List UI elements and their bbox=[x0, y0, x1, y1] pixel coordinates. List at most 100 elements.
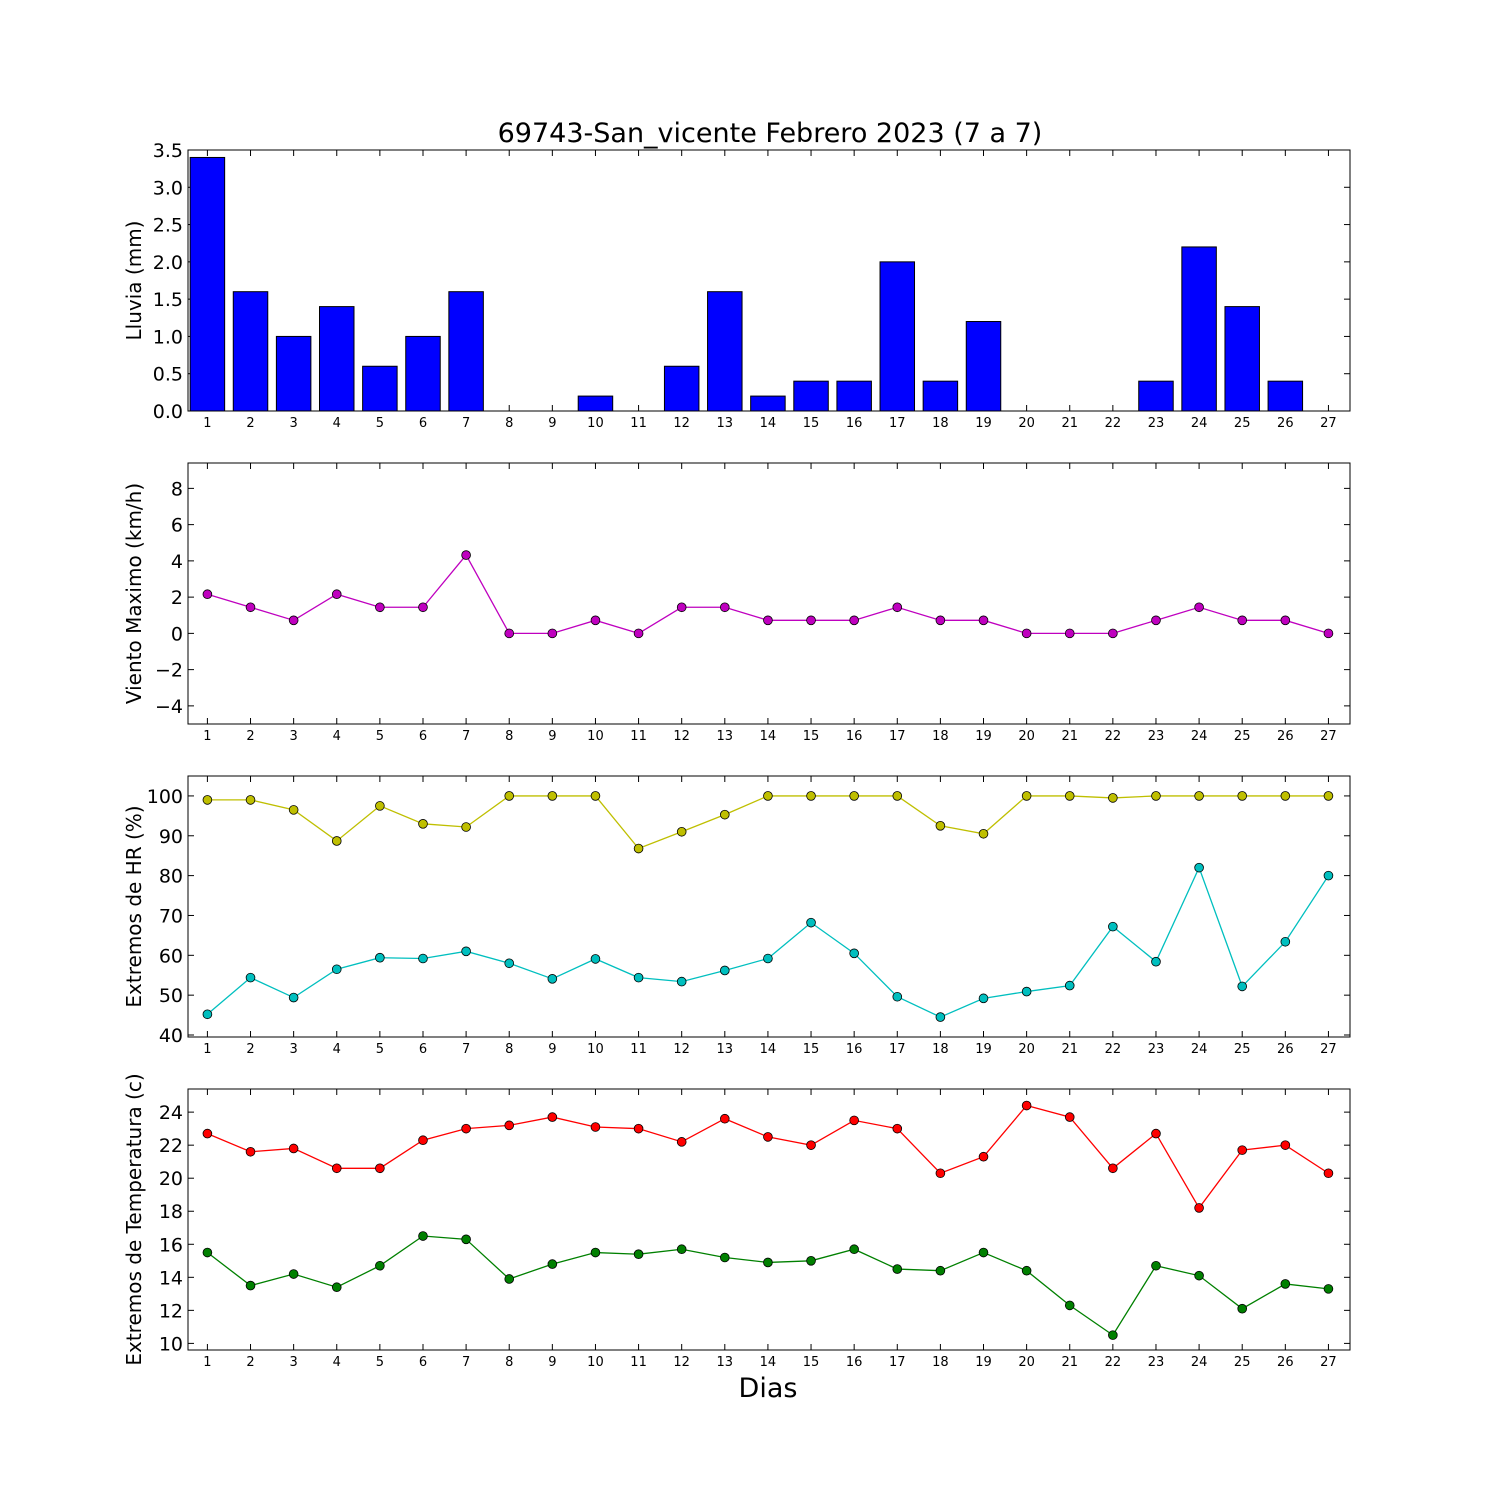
x-tick-label: 6 bbox=[419, 729, 427, 744]
x-tick-label: 18 bbox=[932, 729, 949, 744]
bar bbox=[232, 291, 269, 412]
x-tick-label: 10 bbox=[587, 729, 604, 744]
series-line bbox=[207, 1235, 1329, 1337]
x-tick-label: 7 bbox=[462, 416, 470, 431]
data-point bbox=[288, 805, 299, 815]
x-tick-label: 11 bbox=[630, 1042, 647, 1057]
data-point bbox=[1280, 1279, 1291, 1289]
y-tick-label: 50 bbox=[159, 985, 183, 1007]
x-tick-label: 5 bbox=[376, 1042, 384, 1057]
x-tick-label: 17 bbox=[889, 729, 906, 744]
bar bbox=[275, 335, 312, 412]
y-tick-label: 0.0 bbox=[153, 401, 183, 423]
x-tick-label: 27 bbox=[1320, 416, 1337, 431]
data-point bbox=[1151, 1260, 1161, 1271]
data-point bbox=[978, 615, 989, 626]
y-tick-label: 6 bbox=[171, 515, 183, 537]
data-point bbox=[331, 1163, 342, 1174]
x-tick-label: 10 bbox=[587, 416, 604, 431]
y-tick-label: −2 bbox=[155, 660, 183, 682]
x-tick-label: 10 bbox=[587, 1355, 604, 1370]
y-tick-label: 2 bbox=[171, 587, 183, 609]
x-tick-label: 23 bbox=[1148, 729, 1165, 744]
plot-frame bbox=[187, 1088, 1351, 1351]
data-point bbox=[720, 1113, 730, 1124]
x-tick-label: 10 bbox=[587, 1042, 604, 1057]
x-tick-label: 25 bbox=[1234, 1042, 1251, 1057]
data-point bbox=[1064, 628, 1075, 639]
chart-title: 69743-San_vicente Febrero 2023 (7 a 7) bbox=[498, 118, 1043, 149]
y-tick-label: 2.5 bbox=[153, 215, 183, 237]
data-point bbox=[202, 795, 213, 805]
x-axis-label: Dias bbox=[739, 1373, 798, 1404]
data-point bbox=[1237, 615, 1248, 626]
data-point bbox=[633, 628, 644, 639]
data-point bbox=[1021, 628, 1032, 639]
x-tick-label: 27 bbox=[1320, 729, 1337, 744]
x-tick-label: 22 bbox=[1105, 416, 1122, 431]
data-point bbox=[676, 976, 687, 987]
y-tick-label: 3.0 bbox=[153, 177, 183, 199]
bar bbox=[1138, 380, 1174, 412]
data-point bbox=[504, 1120, 515, 1131]
x-tick-label: 4 bbox=[333, 1042, 341, 1057]
x-tick-label: 22 bbox=[1105, 729, 1122, 744]
x-tick-label: 20 bbox=[1018, 1042, 1035, 1057]
plot-frame bbox=[187, 462, 1351, 725]
bar bbox=[793, 380, 829, 412]
x-tick-label: 24 bbox=[1191, 416, 1208, 431]
data-point bbox=[633, 1249, 644, 1259]
data-point bbox=[1108, 921, 1118, 932]
y-tick-label: 1.0 bbox=[153, 326, 183, 348]
y-tick-label: 40 bbox=[159, 1025, 183, 1047]
data-point bbox=[806, 1140, 816, 1150]
data-point bbox=[590, 791, 601, 801]
bar bbox=[319, 306, 355, 412]
data-point bbox=[1021, 986, 1032, 997]
data-point bbox=[1323, 628, 1334, 639]
data-point bbox=[1108, 1163, 1118, 1174]
data-point bbox=[1194, 1203, 1204, 1213]
data-point bbox=[763, 791, 773, 801]
data-point bbox=[504, 1274, 515, 1284]
x-tick-label: 4 bbox=[333, 416, 341, 431]
data-point bbox=[1194, 791, 1204, 801]
x-tick-label: 15 bbox=[803, 1355, 820, 1370]
x-tick-label: 26 bbox=[1277, 1042, 1294, 1057]
data-point bbox=[331, 964, 342, 975]
x-tick-label: 21 bbox=[1061, 729, 1078, 744]
data-point bbox=[375, 801, 385, 811]
y-tick-label: 4 bbox=[171, 551, 183, 573]
x-tick-label: 13 bbox=[717, 1355, 734, 1370]
data-point bbox=[806, 791, 816, 801]
data-point bbox=[202, 1009, 213, 1020]
data-point bbox=[806, 1255, 816, 1266]
bar bbox=[577, 395, 614, 412]
data-point bbox=[1064, 1300, 1075, 1311]
data-point bbox=[202, 1247, 213, 1258]
x-tick-label: 16 bbox=[846, 1042, 863, 1057]
data-point bbox=[1151, 956, 1161, 967]
data-point bbox=[633, 1123, 644, 1134]
data-point bbox=[504, 791, 515, 801]
x-tick-label: 3 bbox=[289, 1042, 297, 1057]
x-tick-label: 20 bbox=[1018, 1355, 1035, 1370]
data-point bbox=[1194, 1270, 1204, 1281]
x-tick-label: 16 bbox=[846, 729, 863, 744]
x-tick-label: 23 bbox=[1148, 1042, 1165, 1057]
x-tick-label: 21 bbox=[1061, 1042, 1078, 1057]
data-point bbox=[978, 1151, 989, 1162]
y-tick-label: 2.0 bbox=[153, 252, 183, 274]
y-tick-label: 14 bbox=[159, 1267, 183, 1289]
x-tick-label: 25 bbox=[1234, 1355, 1251, 1370]
data-point bbox=[720, 602, 730, 613]
data-point bbox=[935, 615, 946, 626]
y-tick-label: 12 bbox=[159, 1300, 183, 1322]
x-tick-label: 22 bbox=[1105, 1355, 1122, 1370]
data-point bbox=[504, 628, 515, 639]
x-tick-label: 12 bbox=[673, 1042, 690, 1057]
y-tick-label: 3.5 bbox=[153, 140, 183, 162]
x-tick-label: 9 bbox=[548, 1355, 556, 1370]
data-point bbox=[461, 946, 471, 957]
